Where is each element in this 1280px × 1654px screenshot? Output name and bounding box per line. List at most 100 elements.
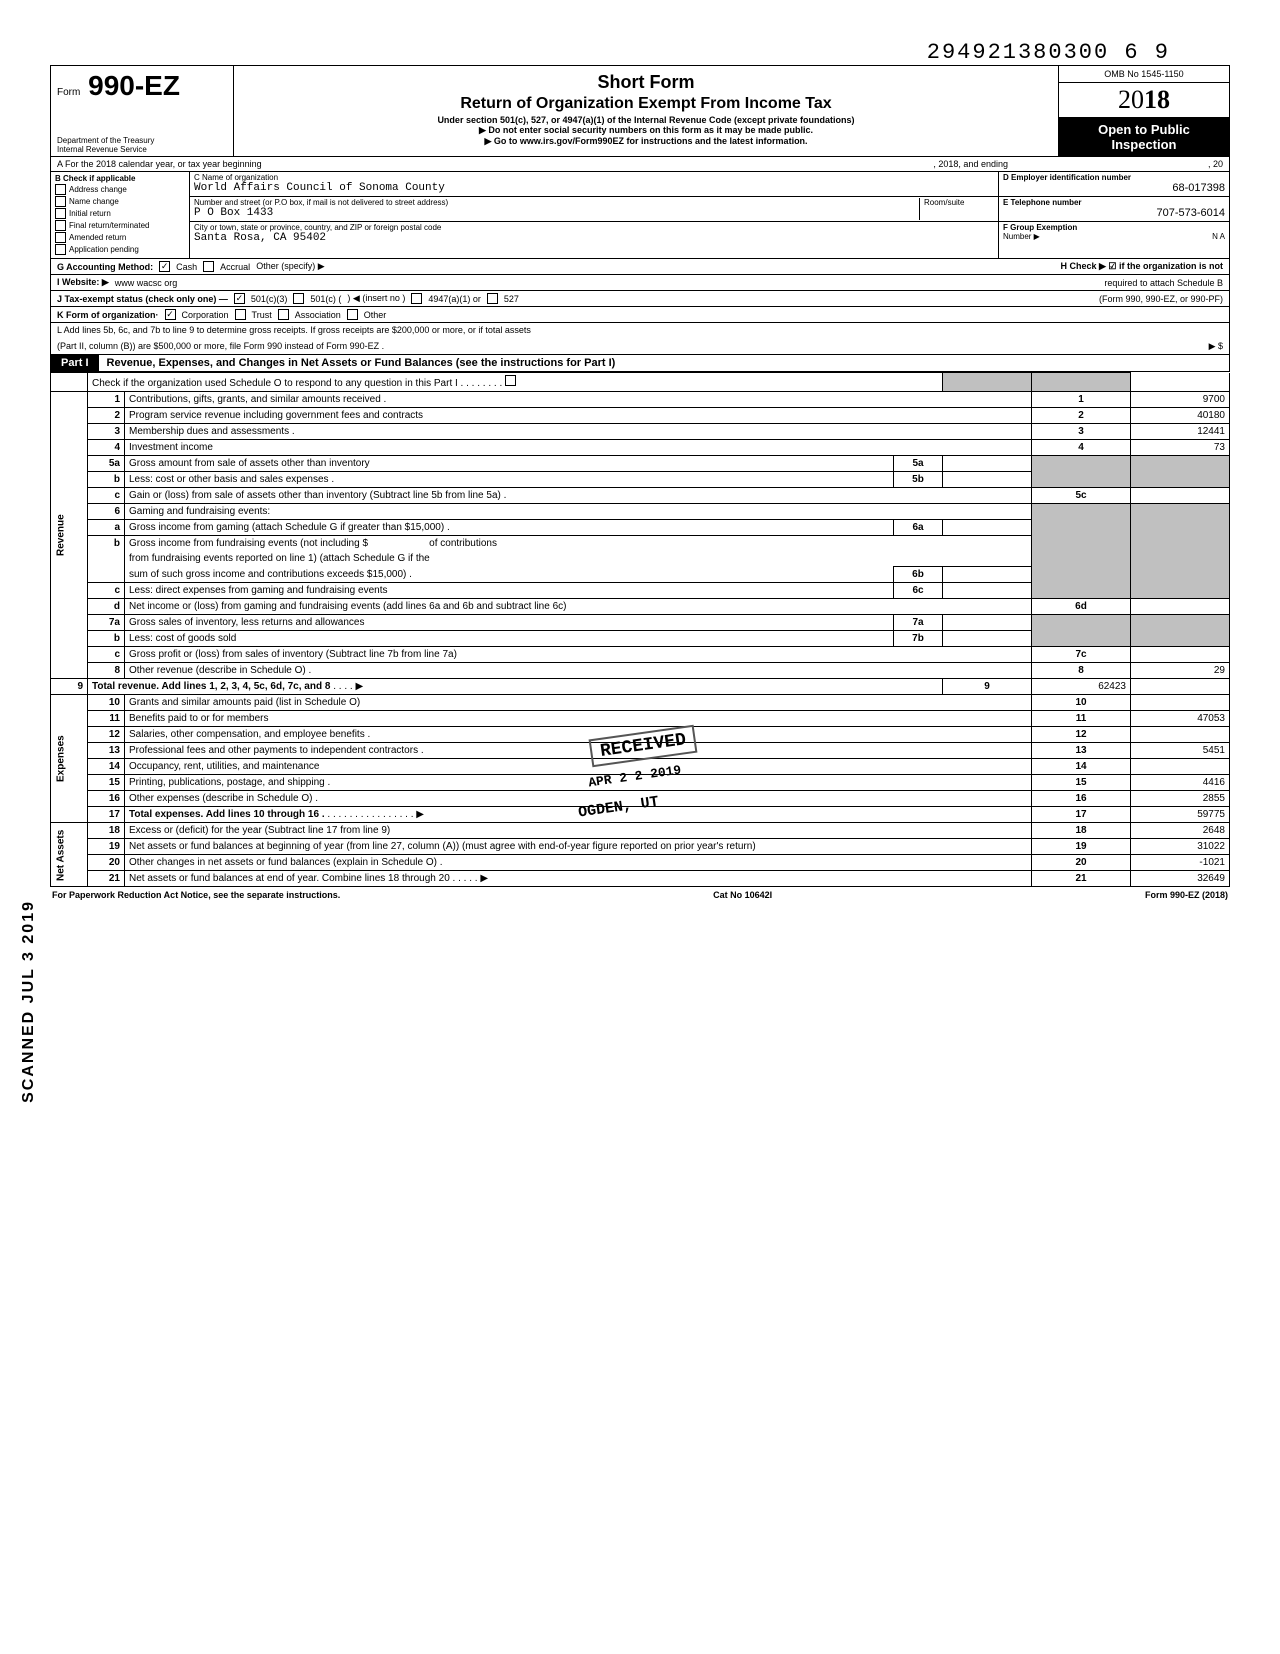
line17-desc: Total expenses. Add lines 10 through 16 … [129,809,325,820]
side-expenses: Expenses [51,695,88,823]
line2-desc: Program service revenue including govern… [129,410,423,421]
c-addr-label: Number and street (or P.O box, if mail i… [194,198,919,207]
chk-501c[interactable] [293,293,304,304]
dept-treasury: Department of the Treasury [57,136,154,145]
chk-sched-o[interactable] [505,375,516,386]
line20-amt: -1021 [1131,855,1230,871]
row-a-label: A For the 2018 calendar year, or tax yea… [57,159,262,169]
j-label: J Tax-exempt status (check only one) — [57,294,228,304]
chk-initial[interactable] [55,208,66,219]
line9-desc: Total revenue. Add lines 1, 2, 3, 4, 5c,… [92,681,330,692]
line7a-desc: Gross sales of inventory, less returns a… [129,617,364,628]
chk-address[interactable] [55,184,66,195]
chk-4947[interactable] [411,293,422,304]
d-ein-value: 68-017398 [1003,182,1225,194]
line21-desc: Net assets or fund balances at end of ye… [129,873,450,884]
line5b-desc: Less: cost or other basis and sales expe… [129,474,334,485]
i-website-value: www wacsc org [115,278,178,288]
lbl-insert-no: ) ◀ (insert no ) [347,293,405,304]
chk-other-org[interactable] [347,309,358,320]
h-label2: required to attach Schedule B [1104,278,1223,288]
line12-desc: Salaries, other compensation, and employ… [129,729,370,740]
chk-assoc[interactable] [278,309,289,320]
row-a-tax-year: A For the 2018 calendar year, or tax yea… [50,157,1230,172]
line6d-amt [1131,599,1230,615]
open-public-1: Open to Public [1063,122,1225,137]
part1-label: Part I [51,355,99,371]
subtitle-section: Under section 501(c), 527, or 4947(a)(1)… [242,115,1050,125]
chk-corp[interactable]: ✓ [165,309,176,320]
lbl-address: Address change [69,185,127,194]
lbl-initial: Initial return [69,209,111,218]
part1-header: Part I Revenue, Expenses, and Changes in… [50,355,1230,372]
subtitle-url: ▶ Go to www.irs.gov/Form990EZ for instru… [242,136,1050,147]
line3-amt: 12441 [1131,424,1230,440]
col-b-head: B Check if applicable [55,174,185,183]
line5c-desc: Gain or (loss) from sale of assets other… [129,490,506,501]
chk-527[interactable] [487,293,498,304]
row-a-end: , 20 [1208,159,1223,169]
e-phone-label: E Telephone number [1003,198,1225,207]
line18-amt: 2648 [1131,823,1230,839]
lbl-corp: Corporation [182,310,229,320]
line16-amt: 2855 [1131,791,1230,807]
lbl-name: Name change [69,197,119,206]
chk-final[interactable] [55,220,66,231]
line8-amt: 29 [1131,663,1230,679]
line3-desc: Membership dues and assessments . [129,426,295,437]
l-arrow: ▶ $ [1209,341,1223,352]
year-bold: 18 [1144,85,1170,114]
stamp-scanned: SCANNED JUL 3 2019 [20,900,38,1103]
omb-number: OMB No 1545-1150 [1059,66,1229,83]
footer-left: For Paperwork Reduction Act Notice, see … [52,890,340,900]
line13-amt: 5451 [1131,743,1230,759]
row-a-mid: , 2018, and ending [933,159,1008,169]
lbl-final: Final return/terminated [69,221,149,230]
misc-rows: G Accounting Method: ✓ Cash Accrual Other… [50,259,1230,355]
line18-desc: Excess or (deficit) for the year (Subtra… [129,825,390,836]
line7b-desc: Less: cost of goods sold [129,633,236,644]
line6a-desc: Gross income from gaming (attach Schedul… [129,522,450,533]
h-label: H Check ▶ ☑ if the organization is not [1060,261,1223,272]
line11-desc: Benefits paid to or for members [129,713,269,724]
e-phone-value: 707-573-6014 [1003,207,1225,219]
chk-pending[interactable] [55,244,66,255]
chk-501c3[interactable]: ✓ [234,293,245,304]
entity-block: B Check if applicable Address change Nam… [50,172,1230,259]
g-label: G Accounting Method: [57,262,153,272]
i-label: I Website: ▶ [57,277,109,288]
lbl-other-org: Other [364,310,387,320]
chk-amended[interactable] [55,232,66,243]
line6b2-desc: from fundraising events reported on line… [129,553,430,564]
line5a-desc: Gross amount from sale of assets other t… [129,458,370,469]
part1-check: Check if the organization used Schedule … [92,378,463,389]
chk-trust[interactable] [235,309,246,320]
form-number: 990-EZ [88,70,180,101]
lbl-cash: Cash [176,262,197,272]
part1-title: Revenue, Expenses, and Changes in Net As… [99,355,624,371]
footer-mid: Cat No 10642I [713,890,772,900]
title-return: Return of Organization Exempt From Incom… [242,95,1050,113]
c-addr-value: P O Box 1433 [194,207,919,219]
line8-desc: Other revenue (describe in Schedule O) . [129,665,311,676]
h-label3: (Form 990, 990-EZ, or 990-PF) [1099,294,1223,304]
line6d-desc: Net income or (loss) from gaming and fun… [129,601,566,612]
lbl-501c: 501(c) ( [310,294,341,304]
line9-amt: 62423 [1032,679,1131,695]
footer: For Paperwork Reduction Act Notice, see … [50,887,1230,903]
chk-cash[interactable]: ✓ [159,261,170,272]
line6b-post: of contributions [429,538,497,549]
line14-desc: Occupancy, rent, utilities, and maintena… [129,761,319,772]
chk-accrual[interactable] [203,261,214,272]
line19-amt: 31022 [1131,839,1230,855]
line1-amt: 9700 [1131,392,1230,408]
lbl-other-method: Other (specify) ▶ [256,261,324,272]
line6-desc: Gaming and fundraising events: [129,506,270,517]
line4-desc: Investment income [129,442,213,453]
line16-desc: Other expenses (describe in Schedule O) … [129,793,318,804]
line11-amt: 47053 [1131,711,1230,727]
line17-amt: 59775 [1131,807,1230,823]
lbl-accrual: Accrual [220,262,250,272]
chk-name[interactable] [55,196,66,207]
line20-desc: Other changes in net assets or fund bala… [129,857,443,868]
